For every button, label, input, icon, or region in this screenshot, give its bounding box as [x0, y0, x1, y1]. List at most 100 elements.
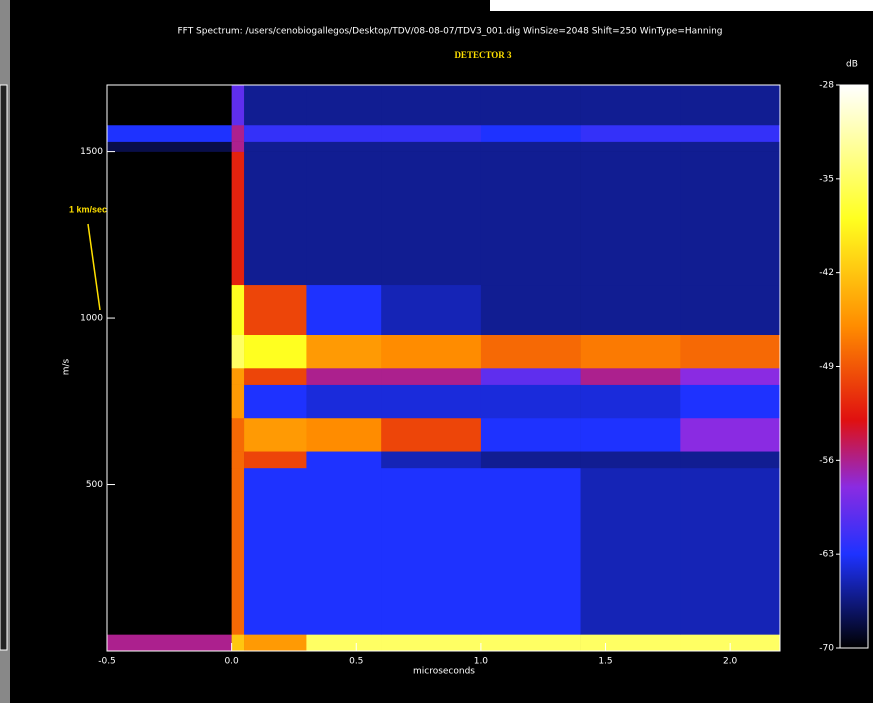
heatmap-cell	[581, 85, 681, 125]
colorbar-label: dB	[846, 60, 858, 70]
heatmap-cell	[381, 142, 481, 152]
heatmap-cell	[481, 368, 581, 385]
heatmap-cell	[381, 85, 481, 125]
heatmap-cell	[244, 335, 307, 369]
heatmap-cell	[244, 634, 307, 651]
heatmap-cell	[107, 142, 232, 152]
heatmap-cell	[481, 468, 581, 635]
heatmap-cell	[232, 385, 245, 419]
x-tick-label: 1.0	[474, 657, 489, 667]
heatmap-cell	[244, 468, 307, 635]
heatmap-cell	[244, 368, 307, 385]
heatmap-cell	[107, 335, 232, 369]
heatmap-cell	[244, 85, 307, 125]
heatmap-cell	[680, 468, 780, 635]
heatmap-cell	[107, 451, 232, 468]
heatmap-cell	[107, 385, 232, 419]
x-tick-label: -0.5	[98, 657, 116, 667]
colorbar-tick-label: -63	[819, 550, 834, 560]
colorbar-tick-label: -35	[819, 174, 834, 184]
heatmap-cell	[306, 468, 381, 635]
heatmap-cell	[244, 125, 307, 142]
chart: FFT Spectrum: /users/cenobiogallegos/Des…	[0, 0, 873, 703]
heatmap-cell	[381, 418, 481, 452]
heatmap-cell	[581, 368, 681, 385]
heatmap-cell	[306, 385, 381, 419]
heatmap-cell	[107, 152, 232, 285]
heatmap-cell	[306, 142, 381, 152]
chart-title: DETECTOR 3	[454, 50, 512, 60]
heatmap-cell	[232, 85, 245, 125]
heatmap-cell	[244, 285, 307, 335]
colorbar-tick-label: -28	[819, 81, 834, 91]
heatmap-cell	[481, 634, 581, 651]
heatmap-cell	[581, 152, 681, 285]
heatmap-cell	[306, 125, 381, 142]
heatmap-cell	[232, 125, 245, 142]
heatmap-cell	[244, 418, 307, 452]
heatmap-cell	[232, 634, 245, 651]
heatmap-cell	[481, 451, 581, 468]
heatmap-cell	[107, 634, 232, 651]
heatmap-cell	[481, 152, 581, 285]
heatmap-cell	[381, 285, 481, 335]
heatmap-cell	[381, 468, 481, 635]
heatmap-cell	[232, 451, 245, 468]
x-tick-label: 0.5	[349, 657, 363, 667]
heatmap-cell	[232, 335, 245, 369]
window-edge	[490, 0, 873, 11]
x-tick-label: 0.0	[224, 657, 239, 667]
heatmap-cell	[232, 142, 245, 152]
heatmap-cell	[481, 385, 581, 419]
heatmap-cell	[481, 285, 581, 335]
page: {"chart_data":{"type":"heatmap", "subtit…	[0, 0, 873, 703]
heatmap-cell	[244, 152, 307, 285]
heatmap-cell	[581, 125, 681, 142]
heatmap-cell	[232, 368, 245, 385]
heatmap-cell	[680, 385, 780, 419]
colorbar-tick-label: -70	[819, 644, 834, 654]
x-axis-label: microseconds	[413, 667, 475, 677]
heatmap-cell	[107, 468, 232, 635]
annotation-pointer	[88, 224, 100, 310]
heatmap-cell	[381, 152, 481, 285]
heatmap-cell	[581, 634, 681, 651]
heatmap-cell	[680, 285, 780, 335]
heatmap-cell	[381, 634, 481, 651]
heatmap-cell	[306, 285, 381, 335]
heatmap-cell	[107, 418, 232, 452]
heatmap-cell	[680, 142, 780, 152]
heatmap-cell	[232, 468, 245, 635]
heatmap-cell	[306, 634, 381, 651]
heatmap-cell	[481, 418, 581, 452]
colorbar-tick-label: -56	[819, 456, 834, 466]
heatmap-cell	[481, 335, 581, 369]
heatmap-cell	[680, 368, 780, 385]
heatmap-cell	[680, 451, 780, 468]
heatmap-cell	[381, 125, 481, 142]
heatmap-cell	[381, 368, 481, 385]
heatmap-cell	[581, 468, 681, 635]
heatmap-cell	[306, 418, 381, 452]
heatmap-cell	[232, 418, 245, 452]
heatmap-cell	[481, 142, 581, 152]
x-tick-label: 2.0	[723, 657, 738, 667]
window-edge	[0, 85, 7, 650]
heatmap-cell	[381, 451, 481, 468]
heatmap-cell	[306, 368, 381, 385]
heatmap-cell	[680, 125, 780, 142]
heatmap-cell	[381, 335, 481, 369]
heatmap-cell	[244, 385, 307, 419]
heatmap-cell	[581, 335, 681, 369]
heatmap-cell	[107, 368, 232, 385]
x-tick-label: 1.5	[598, 657, 612, 667]
y-axis-label: m/s	[62, 358, 72, 375]
heatmap-cell	[244, 142, 307, 152]
heatmap-cell	[107, 85, 232, 125]
heatmap-cell	[107, 285, 232, 335]
heatmap-cell	[680, 85, 780, 125]
heatmap-cell	[581, 285, 681, 335]
heatmap-cell	[306, 152, 381, 285]
heatmap-cell	[232, 285, 245, 335]
colorbar-tick-label: -49	[819, 362, 834, 372]
